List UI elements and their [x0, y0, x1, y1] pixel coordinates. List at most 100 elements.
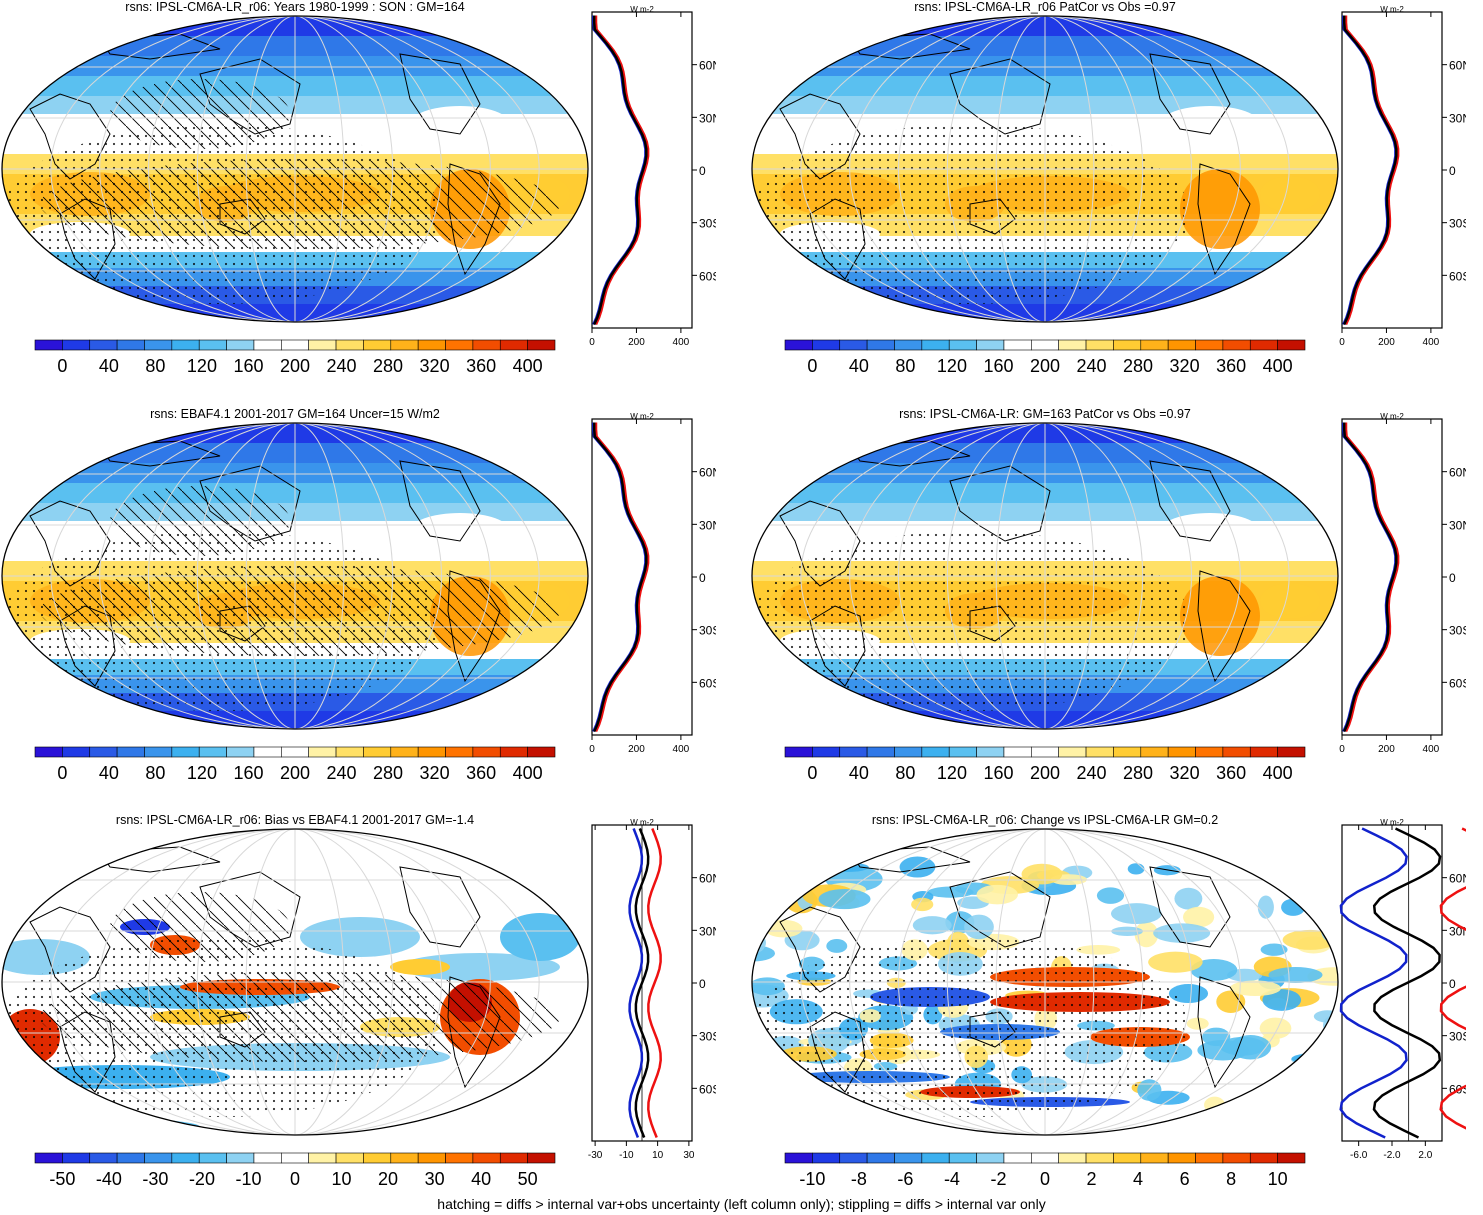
panel-model-ensemble: rsns: IPSL-CM6A-LR: GM=163 PatCor vs Obs… — [750, 407, 1470, 802]
colorbar-swatch — [1140, 339, 1169, 351]
zonal-units-label: W m-2 — [1380, 413, 1404, 421]
colorbar-swatch — [948, 746, 977, 758]
zonal-x-tick-label: 0 — [1339, 744, 1345, 755]
colorbar-swatch — [253, 746, 282, 758]
colorbar-swatch — [948, 1152, 977, 1164]
zonal-x-tick-label: 2.0 — [1418, 1150, 1432, 1161]
colorbar-tick-label: 120 — [937, 356, 967, 376]
zonal-lat-label: 60S — [699, 269, 716, 283]
colorbar-swatch — [89, 746, 118, 758]
colorbar-tick-label: 360 — [466, 356, 496, 376]
colorbar-swatch — [472, 746, 501, 758]
colorbar-tick-label: 10 — [1268, 1169, 1288, 1189]
colorbar-tick-label: 40 — [99, 763, 119, 783]
panel-title: rsns: EBAF4.1 2001-2017 GM=164 Uncer=15 … — [150, 407, 440, 421]
panel-title: rsns: IPSL-CM6A-LR_r06: Bias vs EBAF4.1 … — [115, 813, 475, 827]
colorbar-tick-label: -10 — [799, 1169, 825, 1189]
colorbar-tick-label: 40 — [471, 1169, 491, 1189]
colorbar-tick-label: 320 — [1170, 763, 1200, 783]
colorbar-tick-label: 2 — [1087, 1169, 1097, 1189]
map-robinson — [1, 15, 589, 323]
colorbar-swatch — [417, 746, 446, 758]
zonal-mean-plot: W m-2 0 200 400 60N 30N 0 30S 60S — [1339, 413, 1466, 755]
colorbar-tick-label: 160 — [983, 356, 1013, 376]
colorbar-tick-label: 160 — [233, 356, 263, 376]
colorbar-tick-label: 80 — [145, 763, 165, 783]
colorbar-tick-label: 0 — [290, 1169, 300, 1189]
colorbar-swatch — [198, 746, 227, 758]
panel-title: rsns: IPSL-CM6A-LR_r06 PatCor vs Obs =0.… — [914, 0, 1176, 14]
colorbar-swatch — [116, 746, 145, 758]
colorbar-swatch — [1249, 746, 1278, 758]
zonal-lat-label: 0 — [699, 571, 706, 585]
zonal-units-label: W m-2 — [1380, 6, 1404, 14]
colorbar-tick-label: 40 — [99, 356, 119, 376]
colorbar-swatch — [308, 746, 337, 758]
colorbar-swatch — [253, 339, 282, 351]
colorbar-tick-label: 200 — [280, 763, 310, 783]
zonal-lat-label: 60N — [699, 872, 716, 886]
zonal-profile-line — [1339, 827, 1408, 1139]
colorbar-tick-label: 400 — [1263, 356, 1293, 376]
colorbar-swatch — [1167, 1152, 1196, 1164]
colorbar-swatch — [1113, 339, 1142, 351]
colorbar-tick-label: 320 — [420, 763, 450, 783]
colorbar-tick-label: 120 — [937, 763, 967, 783]
colorbar-tick-label: 80 — [895, 763, 915, 783]
colorbar: 0 40 80 120 160 200 240 280 320 360 400 — [784, 339, 1306, 376]
zonal-profile-line — [592, 422, 648, 733]
zonal-lat-label: 30S — [699, 624, 716, 638]
colorbar-swatch — [171, 1152, 200, 1164]
colorbar-tick-label: 320 — [420, 356, 450, 376]
zonal-lat-label: 60S — [699, 676, 716, 690]
colorbar-swatch — [226, 746, 255, 758]
colorbar-swatch — [390, 746, 419, 758]
colorbar-swatch — [171, 746, 200, 758]
colorbar-tick-label: -8 — [851, 1169, 867, 1189]
colorbar-swatch — [89, 1152, 118, 1164]
colorbar-swatch — [1140, 746, 1169, 758]
zonal-x-tick-label: 0 — [589, 744, 595, 755]
colorbar-swatch — [226, 1152, 255, 1164]
colorbar-swatch — [116, 339, 145, 351]
colorbar-swatch — [198, 1152, 227, 1164]
colorbar-tick-label: 360 — [466, 763, 496, 783]
zonal-lat-label: 60N — [1449, 872, 1466, 886]
zonal-profile-line — [647, 828, 662, 1138]
colorbar-swatch — [116, 1152, 145, 1164]
footnote-caption: hatching = diffs > internal var+obs unce… — [437, 1196, 1046, 1212]
colorbar-swatch — [445, 1152, 474, 1164]
colorbar-tick-label: 0 — [57, 763, 67, 783]
colorbar-swatch — [417, 339, 446, 351]
colorbar-tick-label: 160 — [233, 763, 263, 783]
colorbar-swatch — [198, 339, 227, 351]
colorbar-tick-label: 0 — [57, 356, 67, 376]
colorbar-swatch — [281, 1152, 309, 1164]
colorbar-swatch — [1195, 1152, 1224, 1164]
colorbar-swatch — [445, 746, 474, 758]
colorbar-swatch — [1140, 1152, 1169, 1164]
colorbar-swatch — [839, 746, 868, 758]
colorbar-tick-label: 240 — [1077, 356, 1107, 376]
colorbar-tick-label: 0 — [807, 763, 817, 783]
colorbar-swatch — [976, 339, 1005, 351]
colorbar-swatch — [1003, 746, 1032, 758]
colorbar-swatch — [1085, 339, 1114, 351]
colorbar-tick-label: 10 — [332, 1169, 352, 1189]
colorbar-tick-label: 120 — [187, 356, 217, 376]
zonal-lat-label: 60N — [699, 466, 716, 480]
colorbar-swatch — [499, 746, 528, 758]
colorbar-tick-label: 240 — [327, 356, 357, 376]
zonal-lat-label: 30S — [699, 1030, 716, 1044]
panel-change: rsns: IPSL-CM6A-LR_r06: Change vs IPSL-C… — [750, 813, 1470, 1208]
zonal-lat-label: 30N — [1449, 111, 1466, 125]
colorbar-swatch — [308, 339, 337, 351]
zonal-x-tick-label: -2.0 — [1383, 1150, 1401, 1161]
colorbar-tick-label: -2 — [990, 1169, 1006, 1189]
zonal-units-label: W m-2 — [630, 413, 654, 421]
zonal-x-tick-label: 400 — [673, 744, 690, 755]
colorbar-swatch — [866, 339, 895, 351]
colorbar-swatch — [281, 339, 309, 351]
colorbar-swatch — [281, 746, 309, 758]
colorbar-swatch — [144, 339, 173, 351]
